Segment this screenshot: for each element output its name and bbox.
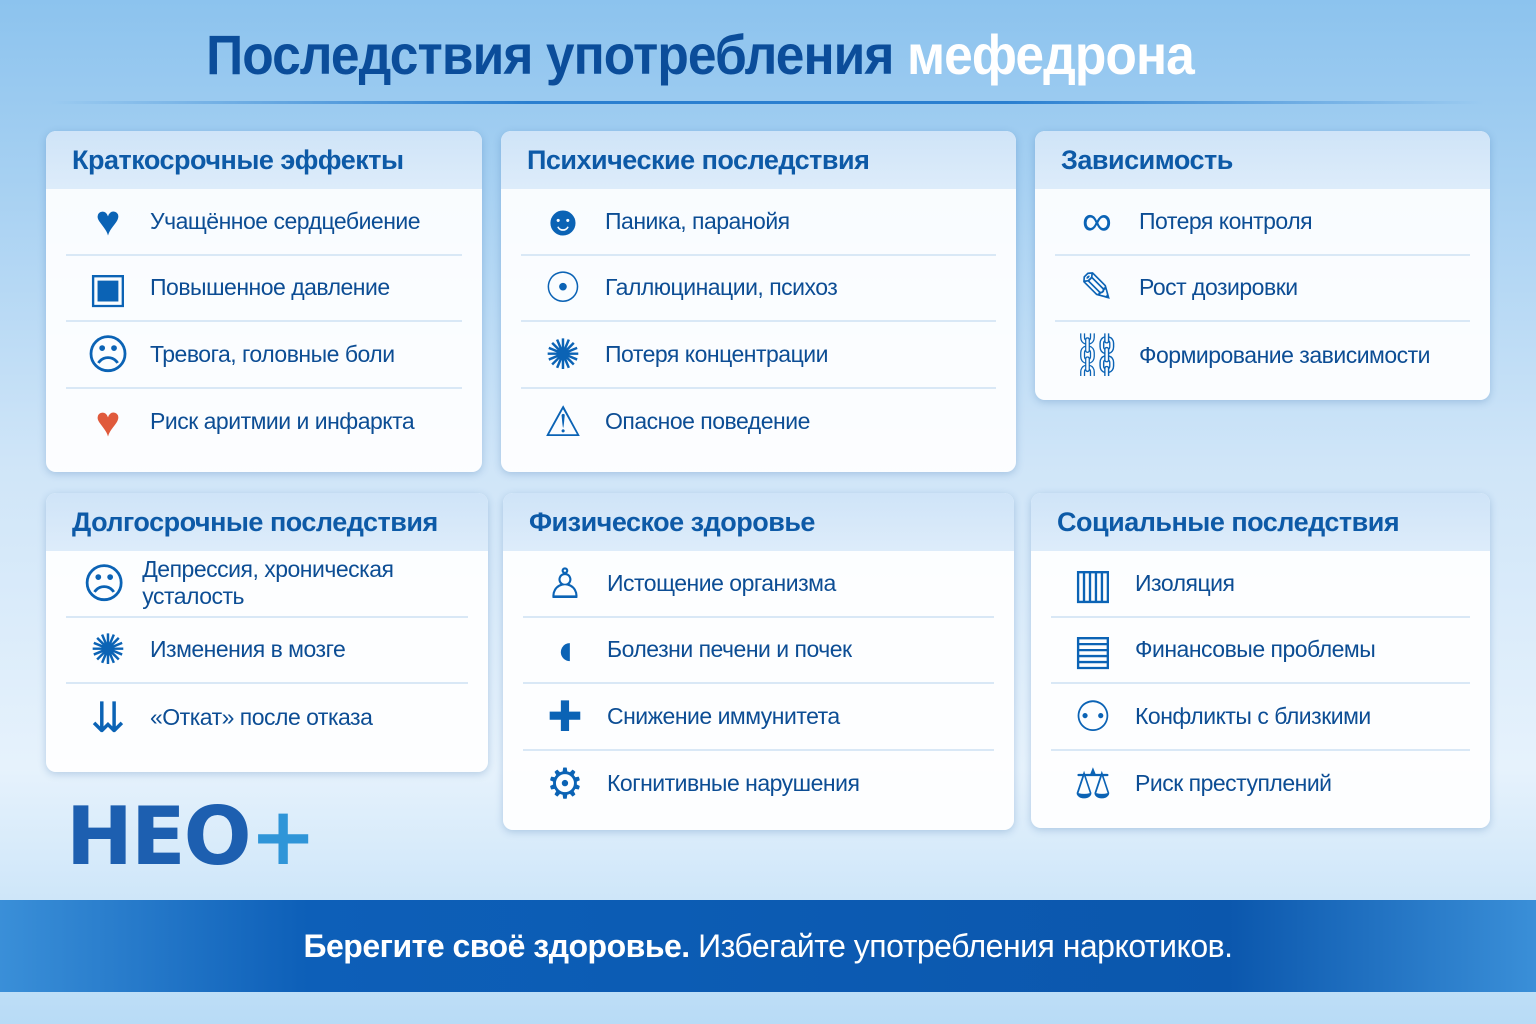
item-label: Риск аритмии и инфаркта <box>150 408 415 435</box>
card-addiction: Зависимость ∞ Потеря контроля ✎ Рост дозиров… <box>1035 131 1490 400</box>
logo-text: НЕО <box>66 790 252 883</box>
handcuffs-icon: ∞ <box>1082 197 1112 245</box>
wallet-icon: ▤ <box>1073 626 1113 674</box>
card-short-term: Краткосрочные эффекты ♥ Учащённое сердцеби… <box>46 131 482 472</box>
card-social: Социальные последствия ▥ Изоляция ▤ Финансов… <box>1031 493 1490 828</box>
title-main: Последствия употребления <box>206 23 894 86</box>
list-item: ▥ Изоляция <box>1051 551 1470 618</box>
item-label: Конфликты с близкими <box>1135 702 1371 729</box>
footer-text: Избегайте употребления наркотиков. <box>698 928 1233 964</box>
list-item: ◖ Болезни печени и почек <box>523 618 994 684</box>
list-item: ☹ Депрессия, хроническая усталость <box>66 551 468 618</box>
card-title: Социальные последствия <box>1031 493 1490 551</box>
blood-pressure-monitor-icon: ▣ <box>88 264 128 312</box>
list-item: ♙ Истощение организма <box>523 551 994 618</box>
item-label: Паника, паранойя <box>605 207 790 234</box>
list-item: ✺ Потеря концентрации <box>521 322 996 389</box>
list-item: ▣ Повышенное давление <box>66 256 462 322</box>
list-item: ☻ Паника, паранойя <box>521 189 996 256</box>
liver-icon: ◖ <box>552 625 578 673</box>
head-hallucination-icon: ☉ <box>544 264 582 312</box>
anxious-person-icon: ☹ <box>86 330 130 378</box>
gavel-icon: ⚖ <box>1074 760 1112 808</box>
card-title: Долгосрочные последствия <box>46 493 488 551</box>
card-title: Психические последствия <box>501 131 1016 189</box>
item-label: Финансовые проблемы <box>1135 636 1376 663</box>
page-title: Последствия употребления мефедрона <box>56 22 1344 87</box>
item-label: Депрессия, хроническая усталость <box>142 556 394 610</box>
list-item: ✚ Снижение иммунитета <box>523 684 994 751</box>
item-label: Формирование зависимости <box>1139 341 1431 368</box>
item-label: Опасное поведение <box>605 408 810 435</box>
card-title: Зависимость <box>1035 131 1490 189</box>
item-label: Изменения в мозге <box>150 636 346 663</box>
item-label: Риск преступлений <box>1135 770 1332 797</box>
warning-icon: ⚠ <box>544 398 582 446</box>
item-label: Истощение организма <box>607 569 836 596</box>
brain-tree-icon: ✺ <box>90 626 126 674</box>
footer-banner: Берегите своё здоровье. Избегайте употре… <box>0 900 1536 992</box>
logo: НЕО+ <box>66 790 317 883</box>
item-label: Болезни печени и почек <box>607 636 852 663</box>
item-label: «Откат» после отказа <box>150 703 373 730</box>
card-mental: Психические последствия ☻ Паника, паранойя… <box>501 131 1016 472</box>
list-item: ⛓ Формирование зависимости <box>1055 322 1470 389</box>
card-long-term: Долгосрочные последствия ☹ Депрессия, хрон… <box>46 493 488 772</box>
list-item: ☉ Галлюцинации, психоз <box>521 256 996 322</box>
chain-link-icon: ⛓ <box>1070 330 1124 378</box>
logo-plus: + <box>249 790 317 883</box>
footer-bold-text: Берегите своё здоровье. <box>303 928 691 964</box>
list-item: ♥ Риск аритмии и инфаркта <box>66 389 462 456</box>
exhausted-body-icon: ♙ <box>546 559 584 607</box>
list-item: ⚇ Конфликты с близкими <box>1051 684 1470 751</box>
item-label: Галлюцинации, психоз <box>605 274 838 301</box>
down-arrows-icon: ⇊ <box>90 693 126 741</box>
brain-icon: ✺ <box>545 330 581 378</box>
conflict-people-icon: ⚇ <box>1074 692 1112 740</box>
title-divider <box>50 101 1484 104</box>
item-label: Потеря концентрации <box>605 340 828 367</box>
shield-cross-icon: ✚ <box>547 692 583 740</box>
list-item: ♥ Учащённое сердцебиение <box>66 189 462 256</box>
list-item: ∞ Потеря контроля <box>1055 189 1470 256</box>
list-item: ⚖ Риск преступлений <box>1051 751 1470 818</box>
item-label: Тревога, головные боли <box>150 340 395 367</box>
heartbeat-icon: ♥ <box>95 197 121 245</box>
list-item: ▤ Финансовые проблемы <box>1051 618 1470 684</box>
card-title: Краткосрочные эффекты <box>46 131 482 189</box>
syringe-icon: ✎ <box>1079 264 1115 312</box>
list-item: ⇊ «Откат» после отказа <box>66 684 468 751</box>
head-gears-icon: ⚙ <box>546 760 584 808</box>
heart-pulse-red-icon: ♥ <box>95 397 121 445</box>
list-item: ✺ Изменения в мозге <box>66 618 468 684</box>
card-title: Физическое здоровье <box>503 493 1014 551</box>
item-label: Изоляция <box>1135 569 1235 596</box>
list-item: ⚙ Когнитивные нарушения <box>523 751 994 818</box>
list-item: ✎ Рост дозировки <box>1055 256 1470 322</box>
panic-person-icon: ☻ <box>540 197 586 245</box>
list-item: ⚠ Опасное поведение <box>521 389 996 456</box>
card-physical: Физическое здоровье ♙ Истощение организма ◖… <box>503 493 1014 830</box>
title-highlight: мефедрона <box>906 23 1195 86</box>
item-label: Учащённое сердцебиение <box>150 207 421 234</box>
item-label: Потеря контроля <box>1139 207 1313 234</box>
item-label: Когнитивные нарушения <box>607 770 860 797</box>
item-label: Рост дозировки <box>1139 274 1298 301</box>
item-label: Снижение иммунитета <box>607 702 840 729</box>
item-label: Повышенное давление <box>150 274 390 301</box>
list-item: ☹ Тревога, головные боли <box>66 322 462 389</box>
sad-face-icon: ☹ <box>82 559 127 607</box>
person-behind-bars-icon: ▥ <box>1073 559 1113 607</box>
